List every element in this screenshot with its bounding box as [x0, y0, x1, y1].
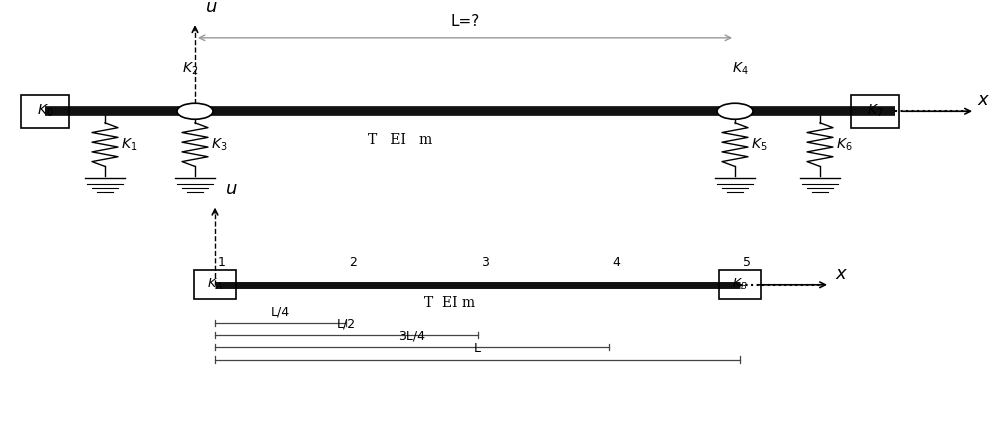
Bar [194, 270, 236, 299]
Text: $K_1$: $K_1$ [121, 137, 137, 153]
Text: 1: 1 [218, 256, 226, 269]
Text: T   EI   m: T EI m [368, 134, 432, 147]
Text: 2: 2 [349, 256, 357, 269]
Circle shape [717, 103, 753, 119]
Bar [21, 94, 69, 128]
Text: $K_7$: $K_7$ [867, 103, 883, 119]
Text: 3: 3 [481, 256, 489, 269]
Text: $u$: $u$ [225, 180, 238, 198]
Text: $K_4$: $K_4$ [732, 60, 748, 77]
Text: $x$: $x$ [835, 265, 848, 283]
Text: $K_B$: $K_B$ [732, 277, 748, 292]
Text: 4: 4 [612, 256, 620, 269]
Text: $K_2$: $K_2$ [182, 60, 198, 77]
Text: L/4: L/4 [271, 305, 290, 318]
Text: L=?: L=? [450, 14, 480, 29]
Text: T  EI m: T EI m [424, 296, 476, 310]
Text: $K_0$: $K_0$ [37, 103, 53, 119]
Text: $K_6$: $K_6$ [836, 137, 853, 153]
Text: $K_3$: $K_3$ [211, 137, 227, 153]
Circle shape [177, 103, 213, 119]
Text: L: L [474, 342, 481, 355]
Text: $u$: $u$ [205, 0, 218, 16]
Bar [851, 94, 899, 128]
Text: $K_A$: $K_A$ [207, 277, 223, 292]
Text: L/2: L/2 [337, 317, 356, 330]
Text: $K_5$: $K_5$ [751, 137, 768, 153]
Bar [719, 270, 761, 299]
Text: 5: 5 [743, 256, 751, 269]
Text: 3L/4: 3L/4 [398, 330, 426, 343]
Text: $x$: $x$ [977, 91, 990, 109]
